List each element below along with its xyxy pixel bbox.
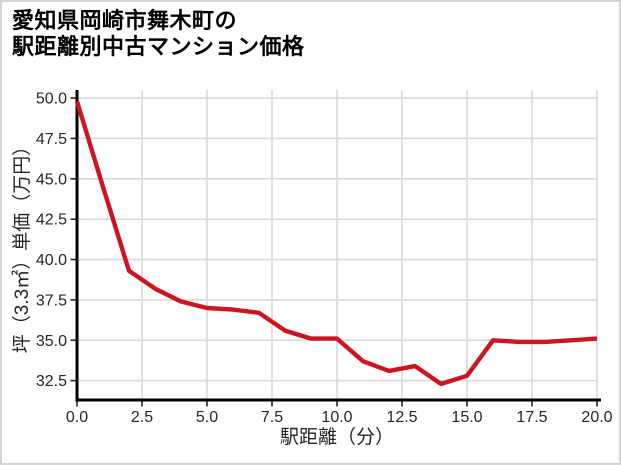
chart-title-line1: 愛知県岡崎市舞木町の [12, 8, 238, 33]
y-tick-label: 42.5 [36, 212, 67, 229]
chart-title-line2: 駅距離別中古マンション価格 [12, 34, 305, 60]
y-tick-label: 35.0 [36, 333, 67, 350]
chart-title: 愛知県岡崎市舞木町の 駅距離別中古マンション価格 [12, 8, 305, 61]
y-tick-label: 32.5 [36, 373, 67, 390]
x-tick-label: 15.0 [451, 409, 482, 426]
axis-layer [75, 90, 601, 402]
y-tick-label: 45.0 [36, 171, 67, 188]
y-tick-label: 40.0 [36, 252, 67, 269]
x-tick-label: 0.0 [66, 409, 88, 426]
x-axis-label: 駅距離（分） [280, 426, 394, 448]
grid-layer [76, 90, 598, 400]
y-tick-label: 37.5 [36, 292, 67, 309]
x-tick-label: 12.5 [386, 409, 417, 426]
x-tick-label: 17.5 [516, 409, 547, 426]
series-layer [74, 100, 598, 387]
x-tick-label: 20.0 [581, 409, 612, 426]
x-tick-label: 10.0 [321, 409, 352, 426]
x-tick-label: 7.5 [261, 409, 283, 426]
y-axis-label: 坪（3.3㎡）単価（万円） [10, 137, 33, 353]
x-tick-label: 2.5 [131, 409, 153, 426]
price-line [74, 100, 598, 387]
y-tick-label: 47.5 [36, 131, 67, 148]
y-tick-label: 50.0 [36, 91, 67, 108]
tick-layer: 0.0 2.5 5.0 7.5 10.0 12.5 15.0 17.5 20.0 32.5 35.0… [36, 91, 613, 426]
x-tick-label: 5.0 [196, 409, 218, 426]
